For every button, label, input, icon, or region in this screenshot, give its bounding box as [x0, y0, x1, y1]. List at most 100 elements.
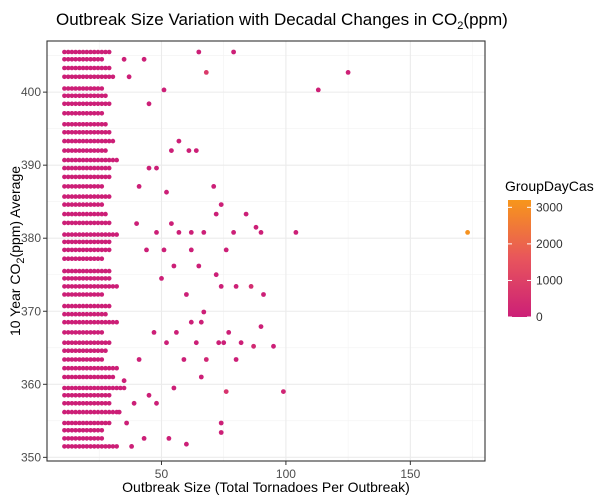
data-point [73, 319, 78, 325]
data-point [62, 365, 67, 371]
data-point [88, 148, 93, 153]
data-point [88, 111, 93, 116]
data-point [95, 184, 101, 189]
data-point [73, 420, 78, 426]
data-point [62, 436, 67, 441]
data-point [80, 436, 86, 441]
data-point [103, 122, 108, 127]
data-point [80, 401, 86, 406]
data-point [62, 202, 67, 207]
data-point [99, 357, 105, 362]
data-point [73, 202, 78, 207]
data-point [84, 247, 90, 253]
data-point [69, 130, 75, 135]
data-point [62, 393, 67, 398]
data-point [69, 148, 75, 153]
data-point [151, 330, 157, 335]
data-point [62, 194, 67, 199]
data-point [69, 330, 75, 335]
data-point [95, 174, 101, 180]
data-point [80, 157, 86, 163]
data-point [198, 319, 204, 325]
data-point [77, 165, 82, 171]
data-point [92, 365, 97, 371]
data-point [92, 239, 97, 245]
data-point [62, 165, 67, 171]
data-point [110, 385, 116, 391]
data-point [69, 365, 75, 371]
data-point [69, 319, 75, 325]
data-point [99, 444, 105, 449]
data-point [114, 284, 119, 289]
data-point [95, 194, 101, 199]
data-point [136, 357, 142, 362]
data-point [106, 74, 112, 80]
data-point [95, 284, 101, 289]
data-point [62, 157, 67, 163]
data-point [92, 138, 97, 144]
data-point [73, 174, 78, 180]
data-point [69, 138, 75, 144]
data-point [92, 57, 97, 62]
data-point [226, 330, 232, 335]
data-point [103, 148, 108, 153]
data-point [69, 292, 75, 297]
data-point [84, 220, 90, 226]
data-point [77, 348, 82, 354]
data-point [62, 311, 67, 317]
data-point [251, 343, 256, 349]
data-point [146, 165, 152, 171]
data-point [73, 385, 78, 391]
data-point [95, 393, 101, 398]
data-point [103, 194, 108, 199]
data-point [95, 428, 101, 433]
data-point [62, 247, 67, 253]
data-point [103, 311, 108, 317]
data-point [80, 409, 86, 415]
data-point [95, 93, 101, 99]
data-point [77, 303, 82, 309]
data-point [77, 130, 82, 135]
data-point [69, 256, 75, 262]
data-point [62, 428, 67, 433]
data-point [176, 230, 182, 235]
data-point [103, 284, 108, 289]
data-point [193, 148, 199, 154]
data-point [103, 303, 108, 309]
data-point [62, 256, 67, 262]
data-point [88, 348, 93, 354]
data-point [77, 284, 82, 289]
data-point [92, 340, 97, 346]
data-point [73, 101, 78, 107]
data-point [69, 420, 75, 426]
data-point [88, 365, 93, 371]
data-point [65, 401, 71, 406]
data-point [95, 57, 101, 62]
data-point [258, 324, 264, 329]
data-point [88, 65, 93, 71]
data-point [88, 93, 93, 99]
data-point [121, 378, 127, 384]
data-point [99, 247, 105, 253]
data-point [103, 211, 108, 217]
data-point [231, 49, 237, 55]
data-point [99, 86, 105, 91]
data-point [99, 184, 105, 189]
data-point [80, 202, 86, 207]
data-point [80, 276, 86, 281]
data-point [80, 111, 86, 116]
data-point [80, 211, 86, 217]
data-point [77, 202, 82, 207]
data-point [106, 194, 112, 199]
data-point [69, 393, 75, 398]
data-point [95, 401, 101, 406]
data-point [65, 101, 71, 107]
data-point [65, 420, 71, 426]
data-point [65, 303, 71, 309]
data-point [77, 138, 82, 144]
data-point [88, 122, 93, 127]
data-point [88, 319, 93, 325]
data-point [62, 93, 67, 99]
data-point [62, 303, 67, 309]
data-point [69, 348, 75, 354]
